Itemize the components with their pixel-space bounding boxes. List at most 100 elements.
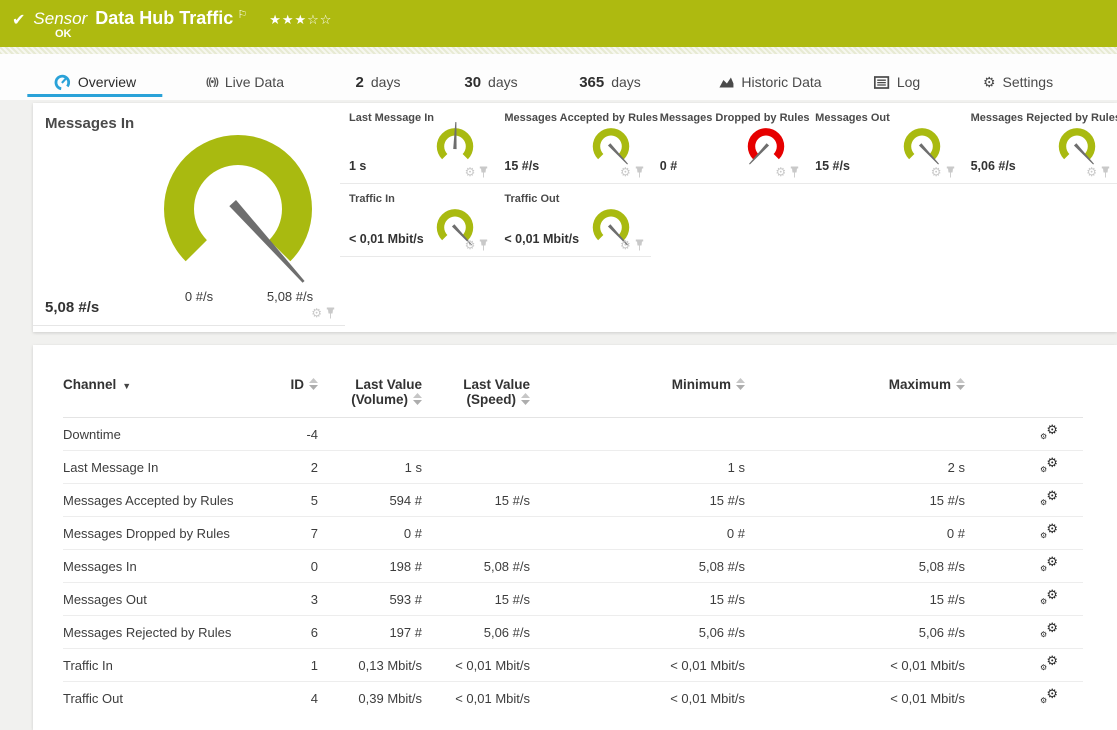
gauge-settings-icon[interactable]: ⚙ xyxy=(620,238,631,252)
gauge-card-messages-accepted: Messages Accepted by Rules 15 #/s ⚙ xyxy=(495,103,658,184)
gauge-settings-icon[interactable]: ⚙ xyxy=(464,238,476,252)
pin-icon[interactable] xyxy=(479,239,488,251)
gauge-needle xyxy=(1073,143,1094,165)
gauge-settings-icon[interactable]: ⚙ xyxy=(775,165,787,179)
pin-icon[interactable] xyxy=(790,166,799,178)
pin-icon[interactable] xyxy=(326,307,335,319)
flag-icon[interactable]: ⚐ xyxy=(237,9,248,21)
channel-name: Messages Rejected by Rules xyxy=(63,615,258,649)
tab-30-days[interactable]: 30 days xyxy=(464,73,518,91)
small-gauge xyxy=(437,209,474,246)
gauge-value: 5,08 #/s xyxy=(45,299,100,316)
channels-table: Channel ▼ ID Last Value (Volume) Last Valu… xyxy=(63,369,1083,715)
channel-name: Messages Dropped by Rules xyxy=(63,516,258,550)
edit-channel-icon[interactable]: ⚙ ⚙ xyxy=(1040,685,1058,705)
tab-settings[interactable]: ⚙ Settings xyxy=(982,73,1054,91)
tab-live-data[interactable]: ((•)) Live Data xyxy=(206,74,284,90)
small-gauge xyxy=(592,128,630,165)
sort-icon xyxy=(309,378,318,390)
table-row[interactable]: Downtime -4 ⚙ ⚙ xyxy=(63,417,1083,451)
gauge-card-traffic-in: Traffic In < 0,01 Mbit/s ⚙ xyxy=(340,184,496,257)
main-gauge xyxy=(164,134,312,283)
col-header-id[interactable]: ID xyxy=(258,369,318,418)
table-row[interactable]: Messages Accepted by Rules 5 594 # 15 #/… xyxy=(63,483,1083,517)
object-kind-label: Sensor xyxy=(33,9,88,28)
active-tab-underline xyxy=(27,94,163,97)
gauge-card-messages-out: Messages Out 15 #/s ⚙ xyxy=(806,103,962,184)
gauge-title: Messages In xyxy=(45,115,135,132)
tab-365-days[interactable]: 365 days xyxy=(579,73,641,91)
tab-2-days[interactable]: 2 days xyxy=(355,73,401,91)
gauge-needle xyxy=(229,200,305,283)
table-header-row: Channel ▼ ID Last Value (Volume) Last Valu… xyxy=(63,369,1083,418)
table-row[interactable]: Traffic Out 4 0,39 Mbit/s < 0,01 Mbit/s … xyxy=(63,681,1083,715)
gauges-panel: Messages In 0 #/s 5,08 #/s 5,08 #/s ⚙ La… xyxy=(33,103,1117,332)
col-header-last-value-volume[interactable]: Last Value (Volume) xyxy=(351,377,422,407)
priority-stars[interactable]: ★★★☆☆ xyxy=(269,12,332,28)
channel-name: Traffic In xyxy=(63,648,258,682)
gauge-icon xyxy=(54,74,71,90)
tab-log[interactable]: Log xyxy=(873,54,920,100)
gauge-card-messages-in: Messages In 0 #/s 5,08 #/s 5,08 #/s ⚙ xyxy=(33,103,345,326)
col-header-actions xyxy=(965,369,1083,418)
table-row[interactable]: Messages Rejected by Rules 6 197 # 5,06 … xyxy=(63,615,1083,649)
small-gauge xyxy=(592,209,630,246)
gauge-title: Last Message In xyxy=(349,112,434,124)
stars-filled: ★★★ xyxy=(269,12,308,27)
log-list-icon xyxy=(873,75,890,89)
gauge-settings-icon[interactable]: ⚙ xyxy=(930,165,942,179)
gauge-needle xyxy=(749,143,770,165)
pin-icon[interactable] xyxy=(635,166,644,178)
small-gauge xyxy=(747,128,785,165)
edit-channel-icon[interactable]: ⚙ ⚙ xyxy=(1040,619,1058,639)
channel-name: Downtime xyxy=(63,417,258,451)
status-badge: OK xyxy=(55,28,72,40)
pin-icon[interactable] xyxy=(946,166,955,178)
edit-channel-icon[interactable]: ⚙ ⚙ xyxy=(1040,454,1058,474)
gauge-settings-icon[interactable]: ⚙ xyxy=(1086,165,1097,179)
status-ok-check-icon: ✔ xyxy=(12,12,26,29)
gauge-value: 1 s xyxy=(349,159,367,173)
pin-icon[interactable] xyxy=(479,166,488,178)
gauge-card-last-message-in: Last Message In 1 s ⚙ xyxy=(340,103,496,184)
sort-desc-icon: ▼ xyxy=(122,381,132,391)
tab-historic-data[interactable]: Historic Data xyxy=(718,54,822,100)
gauge-settings-icon[interactable]: ⚙ xyxy=(620,165,631,179)
gauge-settings-icon[interactable]: ⚙ xyxy=(311,306,322,320)
gear-icon: ⚙ xyxy=(982,73,996,90)
gauge-needle xyxy=(607,224,628,246)
table-row[interactable]: Messages Dropped by Rules 7 0 # 0 # 0 # … xyxy=(63,516,1083,550)
gauge-min-label: 0 #/s xyxy=(184,289,214,304)
pin-icon[interactable] xyxy=(1101,166,1110,178)
small-gauge xyxy=(903,128,940,165)
channel-name: Last Message In xyxy=(63,450,258,484)
area-chart-icon xyxy=(719,77,734,88)
edit-channel-icon[interactable]: ⚙ ⚙ xyxy=(1040,652,1058,672)
table-row[interactable]: Messages Out 3 593 # 15 #/s 15 #/s 15 #/… xyxy=(63,582,1083,616)
sensor-title: Data Hub Traffic xyxy=(95,8,234,28)
tab-overview[interactable]: Overview xyxy=(27,54,163,100)
edit-channel-icon[interactable]: ⚙ ⚙ xyxy=(1040,421,1058,441)
channel-name: Messages In xyxy=(63,549,258,583)
sensor-header: ✔ Sensor Data Hub Traffic ⚐ ★★★☆☆ OK xyxy=(0,0,1117,47)
table-row[interactable]: Traffic In 1 0,13 Mbit/s < 0,01 Mbit/s <… xyxy=(63,648,1083,682)
edit-channel-icon[interactable]: ⚙ ⚙ xyxy=(1040,487,1058,507)
gauge-needle xyxy=(453,122,457,150)
edit-channel-icon[interactable]: ⚙ ⚙ xyxy=(1040,586,1058,606)
pin-icon[interactable] xyxy=(635,239,644,251)
gauge-card-messages-dropped: Messages Dropped by Rules 0 # ⚙ xyxy=(650,103,810,184)
col-header-channel[interactable]: Channel ▼ xyxy=(63,377,132,392)
col-header-maximum[interactable]: Maximum xyxy=(745,369,965,418)
table-row[interactable]: Last Message In 2 1 s 1 s 2 s ⚙ ⚙ xyxy=(63,450,1083,484)
gauge-settings-icon[interactable]: ⚙ xyxy=(464,165,476,179)
gauge-card-messages-rejected: Messages Rejected by Rules 5,06 #/s ⚙ xyxy=(961,103,1117,184)
live-data-icon: ((•)) xyxy=(206,76,219,88)
col-header-last-value-speed[interactable]: Last Value (Speed) xyxy=(463,377,530,407)
edit-channel-icon[interactable]: ⚙ ⚙ xyxy=(1040,520,1058,540)
col-header-minimum[interactable]: Minimum xyxy=(530,369,745,418)
channel-name: Messages Accepted by Rules xyxy=(63,483,258,517)
table-row[interactable]: Messages In 0 198 # 5,08 #/s 5,08 #/s 5,… xyxy=(63,549,1083,583)
channels-panel: Channel ▼ ID Last Value (Volume) Last Valu… xyxy=(33,345,1117,730)
stars-empty: ☆☆ xyxy=(307,12,333,27)
edit-channel-icon[interactable]: ⚙ ⚙ xyxy=(1040,553,1058,573)
